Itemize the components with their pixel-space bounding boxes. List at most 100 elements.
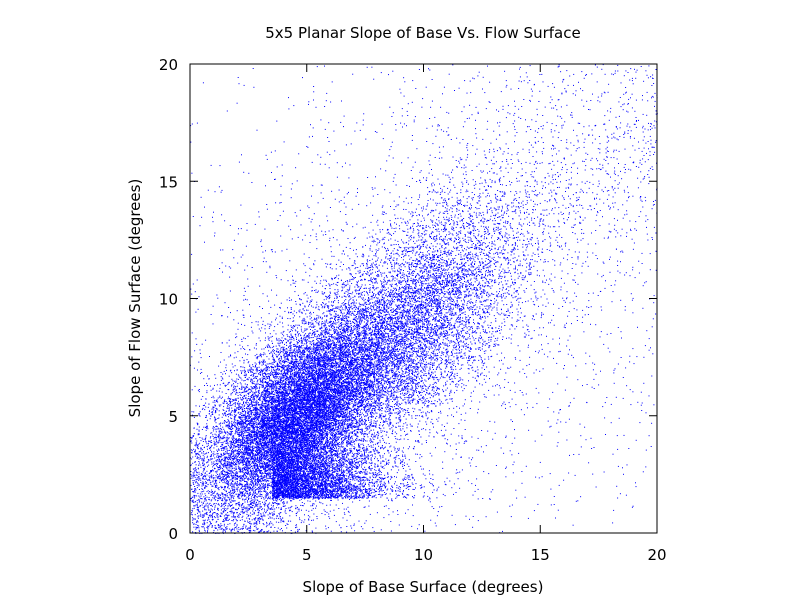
data-point	[227, 493, 228, 494]
data-point	[275, 370, 276, 371]
data-point	[237, 520, 238, 521]
data-point	[241, 457, 242, 458]
data-point	[200, 465, 201, 466]
data-point	[376, 400, 377, 401]
data-point	[204, 409, 205, 410]
data-point	[225, 433, 226, 434]
data-point	[326, 360, 327, 361]
data-point	[259, 384, 260, 385]
data-point	[265, 412, 266, 413]
data-point	[247, 502, 248, 503]
data-point	[257, 381, 258, 382]
data-point	[270, 497, 271, 498]
data-point	[353, 485, 354, 486]
data-point	[247, 429, 248, 430]
data-point	[213, 451, 214, 452]
data-point	[249, 400, 250, 401]
data-point	[336, 438, 337, 439]
data-point	[384, 306, 385, 307]
data-point	[205, 493, 206, 494]
data-point	[202, 459, 203, 460]
data-point	[301, 359, 302, 360]
data-point	[261, 369, 262, 370]
data-point	[224, 502, 225, 503]
data-point	[326, 285, 327, 286]
data-point	[388, 373, 389, 374]
data-point	[251, 523, 252, 524]
data-point	[327, 297, 328, 298]
data-point	[268, 518, 269, 519]
data-point	[284, 311, 285, 312]
data-point	[350, 423, 351, 424]
data-point	[218, 450, 219, 451]
data-point	[304, 408, 305, 409]
data-point	[356, 284, 357, 285]
data-point	[326, 354, 327, 355]
data-point	[262, 516, 263, 517]
data-point	[262, 365, 263, 366]
data-point	[380, 338, 381, 339]
data-point	[302, 505, 303, 506]
data-point	[343, 282, 344, 283]
data-point	[335, 490, 336, 491]
data-point	[287, 390, 288, 391]
data-point	[353, 314, 354, 315]
data-point	[308, 441, 309, 442]
data-point	[268, 425, 269, 426]
data-point	[228, 475, 229, 476]
data-point	[286, 356, 287, 357]
data-point	[338, 462, 339, 463]
data-point	[296, 351, 297, 352]
data-point	[270, 498, 271, 499]
data-point	[271, 523, 272, 524]
data-point	[224, 431, 225, 432]
data-point	[358, 422, 359, 423]
data-point	[327, 368, 328, 369]
data-point	[592, 158, 593, 159]
data-point	[281, 416, 282, 417]
data-point	[286, 370, 287, 371]
data-point	[264, 459, 265, 460]
data-point	[282, 406, 283, 407]
data-point	[397, 337, 398, 338]
data-point	[244, 349, 245, 350]
data-point	[238, 420, 239, 421]
data-point	[410, 376, 411, 377]
data-point	[248, 447, 249, 448]
data-point	[279, 499, 280, 500]
data-point	[245, 470, 246, 471]
data-point	[249, 365, 250, 366]
data-point	[319, 360, 320, 361]
data-point	[306, 329, 307, 330]
data-point	[268, 350, 269, 351]
data-point	[249, 433, 250, 434]
data-point	[364, 452, 365, 453]
data-point	[302, 370, 303, 371]
data-point	[311, 462, 312, 463]
data-point	[348, 365, 349, 366]
data-point	[361, 395, 362, 396]
data-point	[237, 485, 238, 486]
data-point	[370, 265, 371, 266]
data-point	[208, 519, 209, 520]
data-point	[275, 439, 276, 440]
data-point	[294, 373, 295, 374]
data-point	[337, 352, 338, 353]
data-point	[240, 394, 241, 395]
data-point	[236, 469, 237, 470]
data-point	[227, 458, 228, 459]
data-point	[362, 424, 363, 425]
data-point	[253, 374, 254, 375]
data-point	[362, 423, 363, 424]
data-point	[213, 512, 214, 513]
data-point	[255, 389, 256, 390]
data-point	[253, 499, 254, 500]
data-point	[295, 167, 296, 168]
data-point	[266, 526, 267, 527]
data-point	[228, 455, 229, 456]
data-point	[297, 507, 298, 508]
data-point	[273, 369, 274, 370]
data-point	[317, 381, 318, 382]
data-point	[346, 420, 347, 421]
data-point	[230, 485, 231, 486]
